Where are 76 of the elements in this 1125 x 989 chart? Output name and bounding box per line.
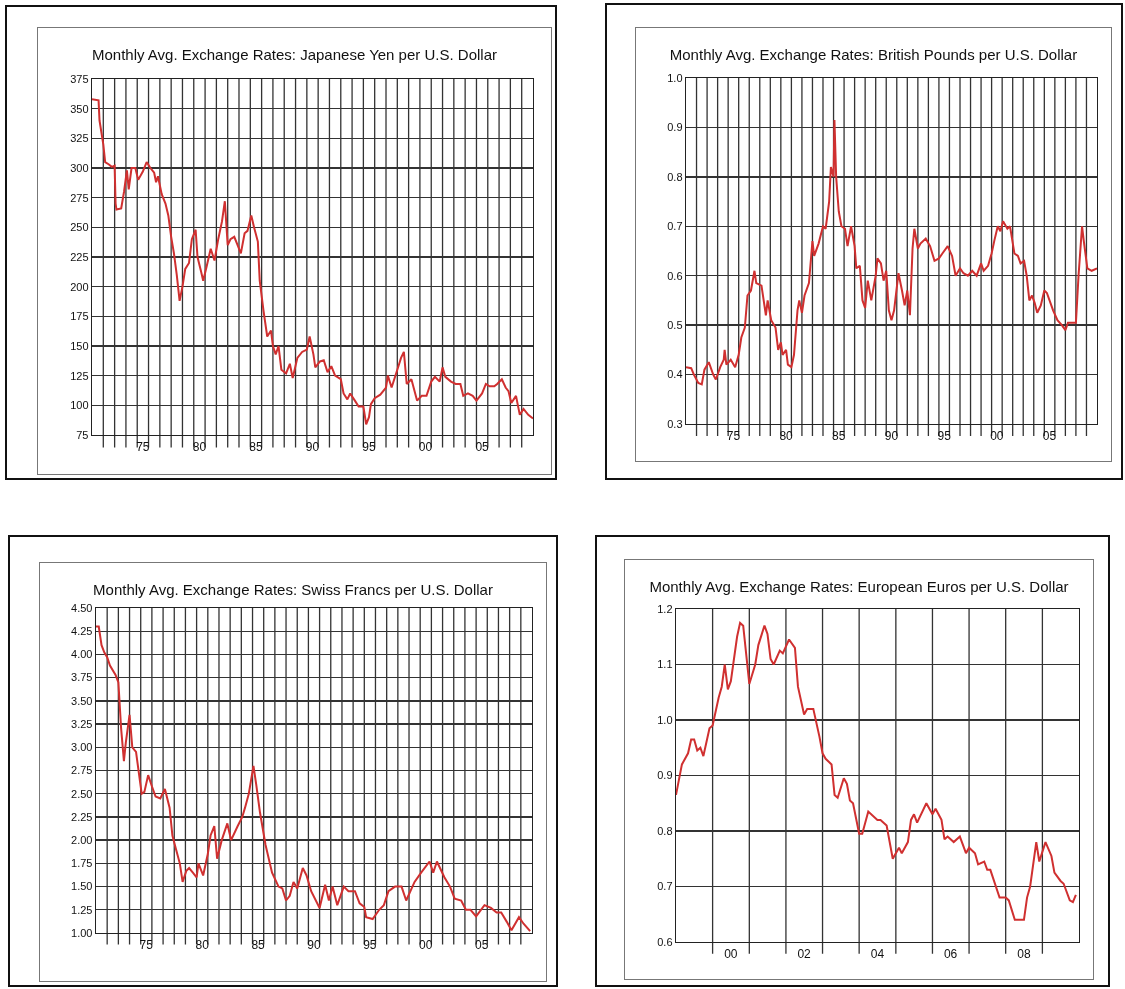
x-tick-label: 06 — [943, 946, 958, 961]
x-tick-label: 00 — [990, 428, 1004, 443]
line-series — [92, 98, 533, 426]
x-tick-label: 05 — [1042, 428, 1057, 443]
chart-title: Monthly Avg. Exchange Rates: Swiss Francs per U.S. Dollar — [93, 581, 493, 599]
x-tick-label: 90 — [884, 428, 899, 443]
y-tick-label: 100 — [70, 399, 89, 412]
y-tick-label: 300 — [70, 161, 89, 174]
y-tick-label: 1.25 — [71, 903, 93, 916]
x-tick-label: 00 — [724, 946, 738, 961]
x-tick-label: 85 — [251, 937, 266, 952]
y-tick-label: 1.50 — [71, 880, 93, 893]
y-tick-label: 3.25 — [71, 717, 93, 730]
x-tick-label: 80 — [192, 439, 207, 454]
y-tick-label: 250 — [70, 221, 89, 234]
x-tick-label: 05 — [474, 937, 489, 952]
y-tick-label: 0.9 — [667, 121, 683, 134]
y-tick-label: 3.75 — [71, 671, 93, 684]
x-tick-label: 85 — [249, 439, 263, 454]
y-tick-label: 225 — [70, 250, 89, 263]
y-tick-label: 1.0 — [657, 713, 673, 726]
y-tick-label: 0.7 — [657, 880, 673, 893]
y-tick-label: 275 — [70, 191, 89, 204]
x-tick-label: 02 — [797, 946, 812, 961]
y-tick-label: 350 — [70, 102, 89, 115]
x-tick-label: 95 — [363, 937, 377, 952]
y-tick-label: 3.00 — [71, 741, 93, 754]
y-tick-label: 0.6 — [657, 935, 673, 948]
x-tick-label: 00 — [419, 937, 433, 952]
y-tick-label: 0.7 — [667, 220, 683, 233]
x-tick-label: 90 — [305, 439, 320, 454]
x-tick-label: 75 — [139, 937, 154, 952]
y-tick-label: 200 — [70, 280, 89, 293]
line-series — [686, 119, 1097, 386]
x-tick-label: 04 — [870, 946, 885, 961]
x-tick-label: 75 — [136, 439, 150, 454]
x-tick-label: 00 — [418, 439, 433, 454]
y-tick-label: 1.00 — [71, 926, 93, 939]
x-tick-label: 90 — [307, 937, 321, 952]
x-tick-label: 08 — [1017, 946, 1031, 961]
y-tick-label: 0.3 — [667, 417, 683, 430]
y-tick-label: 2.00 — [71, 833, 93, 846]
chart-title: Monthly Avg. Exchange Rates: British Pounds per U.S. Dollar — [669, 46, 1078, 64]
line-series — [676, 621, 1077, 921]
y-tick-label: 2.75 — [71, 764, 93, 777]
y-tick-label: 175 — [70, 310, 89, 323]
y-tick-label: 325 — [70, 132, 89, 145]
y-tick-label: 4.00 — [71, 648, 93, 661]
y-tick-label: 3.50 — [71, 694, 93, 707]
chart-title: Monthly Avg. Exchange Rates: European Euros per U.S. Dollar — [649, 578, 1069, 596]
y-tick-label: 0.6 — [667, 269, 683, 282]
y-tick-label: 0.9 — [657, 769, 673, 782]
y-tick-label: 1.2 — [657, 602, 673, 615]
x-tick-label: 85 — [832, 428, 846, 443]
x-tick-label: 05 — [475, 439, 490, 454]
y-tick-label: 1.1 — [657, 658, 673, 671]
y-tick-label: 0.8 — [657, 824, 673, 837]
x-tick-label: 80 — [195, 937, 210, 952]
line-series — [96, 625, 532, 933]
y-tick-label: 375 — [70, 72, 89, 85]
y-tick-label: 2.50 — [71, 787, 93, 800]
chart-title: Monthly Avg. Exchange Rates: Japanese Yen per U.S. Dollar — [92, 46, 497, 64]
y-tick-label: 1.0 — [667, 71, 683, 84]
y-tick-label: 0.4 — [667, 368, 683, 381]
y-tick-label: 150 — [70, 339, 89, 352]
y-tick-label: 0.8 — [667, 170, 683, 183]
y-tick-label: 2.25 — [71, 810, 93, 823]
y-tick-label: 1.75 — [71, 857, 93, 870]
x-tick-label: 75 — [726, 428, 741, 443]
y-tick-label: 4.50 — [71, 601, 93, 614]
y-tick-label: 0.5 — [667, 318, 683, 331]
x-tick-label: 95 — [937, 428, 952, 443]
x-tick-label: 95 — [362, 439, 376, 454]
x-tick-label: 80 — [779, 428, 794, 443]
y-tick-label: 125 — [70, 369, 89, 382]
y-tick-label: 4.25 — [71, 625, 93, 638]
